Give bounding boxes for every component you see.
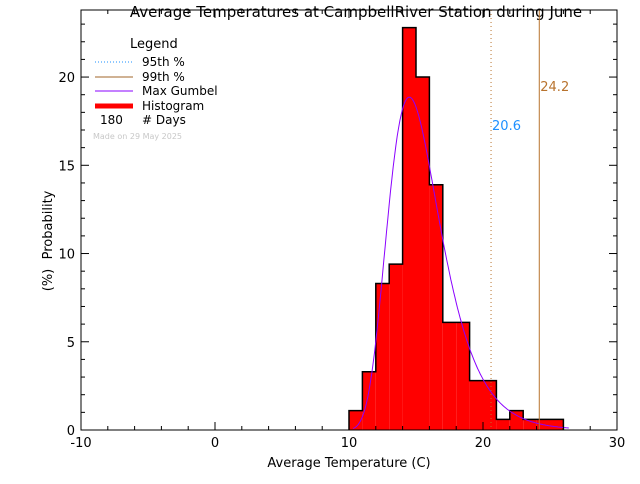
- x-tick-label: 0: [211, 436, 219, 451]
- x-tick-label: 30: [609, 436, 626, 451]
- y-tick-label: 5: [67, 336, 75, 351]
- x-tick-label: -10: [70, 436, 91, 451]
- legend-gumbel-label: Max Gumbel: [142, 84, 218, 98]
- histogram-bar: [402, 27, 416, 430]
- histogram-bar: [375, 283, 390, 430]
- y-axis-unit: (%): [41, 269, 56, 292]
- legend-99-label: 99th %: [142, 70, 185, 84]
- percentile-99-label: 24.2: [540, 80, 569, 95]
- legend-95-label: 95th %: [142, 55, 185, 69]
- percentile-95-label: 20.6: [492, 119, 521, 134]
- histogram-bar: [523, 419, 537, 430]
- y-tick-label: 10: [58, 248, 75, 263]
- y-tick-label: 20: [58, 71, 75, 86]
- x-axis-label: Average Temperature (C): [267, 456, 430, 471]
- histogram-outline: [348, 26, 565, 430]
- histogram-bar: [429, 184, 443, 430]
- histogram-bar: [496, 419, 510, 430]
- histogram-bar: [509, 410, 524, 430]
- histogram-bar: [362, 371, 376, 430]
- x-tick-label: 10: [341, 436, 358, 451]
- chart-title: Average Temperatures at CampbellRiver St…: [130, 3, 582, 21]
- x-tick-label: 20: [475, 436, 492, 451]
- histogram-bar: [389, 264, 403, 430]
- y-tick-label: 15: [58, 159, 75, 174]
- histogram-bar: [416, 77, 430, 430]
- histogram-bar: [469, 380, 483, 430]
- made-on-note: Made on 29 May 2025: [93, 132, 182, 141]
- y-axis-label: Probability: [41, 190, 56, 259]
- y-tick-label: 0: [67, 424, 75, 439]
- histogram-bar: [456, 322, 470, 430]
- legend-days-label: # Days: [142, 113, 186, 127]
- gumbel-curve: [352, 96, 569, 430]
- histogram-bar: [442, 322, 457, 430]
- legend: Legend 95th % 99th % Max Gumbel Histogra…: [93, 37, 218, 141]
- legend-title: Legend: [130, 37, 178, 52]
- legend-histogram-label: Histogram: [142, 99, 204, 113]
- histogram-bar: [550, 419, 564, 430]
- histogram-bar: [349, 410, 363, 430]
- legend-days-count: 180: [100, 113, 123, 127]
- histogram-bar: [483, 380, 497, 430]
